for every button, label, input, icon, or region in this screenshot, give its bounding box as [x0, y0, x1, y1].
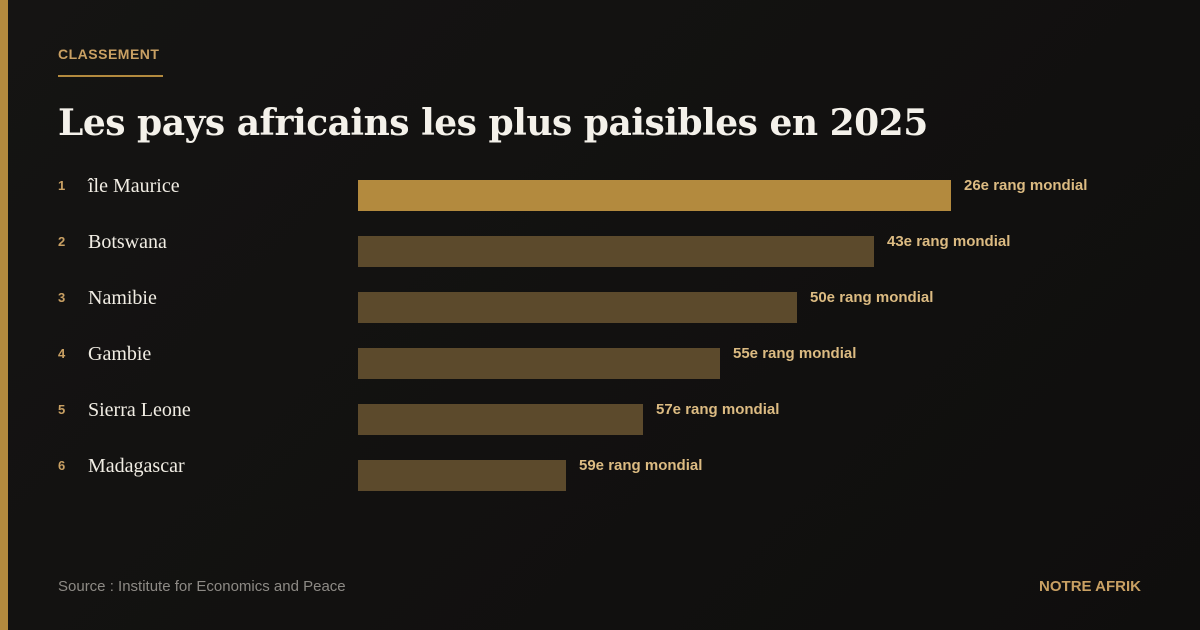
rank: 6 — [58, 458, 66, 473]
rank-label: 26e rang mondial — [964, 177, 1088, 194]
rank: 5 — [58, 402, 66, 417]
kicker: CLASSEMENT — [58, 46, 160, 62]
source: Source : Institute for Economics and Pea… — [58, 578, 346, 595]
country: île Maurice — [88, 175, 180, 197]
rank: 3 — [58, 290, 66, 305]
bar — [358, 404, 643, 435]
title: Les pays africains les plus paisibles en… — [58, 102, 928, 144]
rank: 1 — [58, 178, 66, 193]
rank-label: 55e rang mondial — [733, 345, 857, 362]
rank: 2 — [58, 234, 66, 249]
bar — [358, 460, 566, 491]
rank-label: 50e rang mondial — [810, 289, 934, 306]
brand: NOTRE AFRIK — [1039, 578, 1141, 595]
rank-label: 43e rang mondial — [887, 233, 1011, 250]
bar — [358, 292, 797, 323]
bar — [358, 348, 720, 379]
country: Gambie — [88, 343, 152, 365]
kicker-rule — [58, 75, 163, 77]
country: Namibie — [88, 287, 157, 309]
country: Botswana — [88, 231, 167, 253]
rank: 4 — [58, 346, 66, 361]
bar — [358, 180, 951, 211]
bar — [358, 236, 874, 267]
rank-label: 59e rang mondial — [579, 457, 703, 474]
country: Sierra Leone — [88, 399, 191, 421]
country: Madagascar — [88, 455, 185, 477]
accent-stripe — [0, 0, 8, 630]
rank-label: 57e rang mondial — [656, 401, 780, 418]
